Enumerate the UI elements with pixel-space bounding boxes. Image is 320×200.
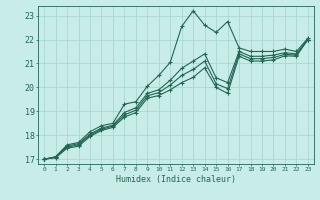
X-axis label: Humidex (Indice chaleur): Humidex (Indice chaleur) [116, 175, 236, 184]
